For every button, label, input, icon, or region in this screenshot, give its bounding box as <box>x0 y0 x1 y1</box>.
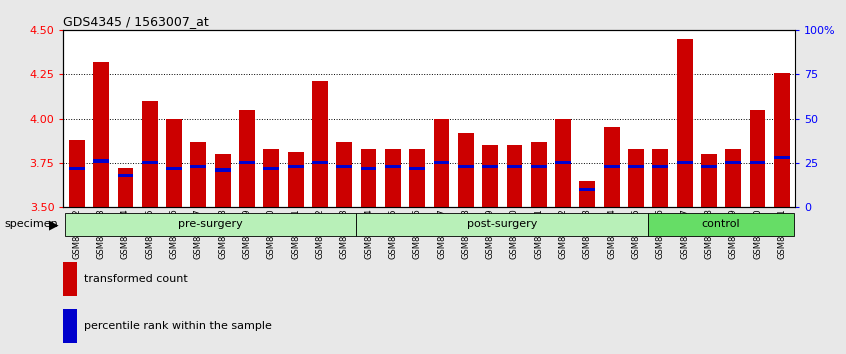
Text: post-surgery: post-surgery <box>467 219 537 229</box>
Bar <box>409 166 425 170</box>
Bar <box>93 160 109 163</box>
FancyBboxPatch shape <box>648 213 794 236</box>
Bar <box>652 165 668 168</box>
Bar <box>142 161 157 164</box>
Bar <box>93 62 109 207</box>
Bar <box>263 166 279 170</box>
Bar <box>750 110 766 207</box>
Bar <box>360 149 376 207</box>
Bar <box>337 165 352 168</box>
Bar <box>725 161 741 164</box>
Bar <box>701 154 717 207</box>
Text: specimen: specimen <box>4 219 58 229</box>
Bar <box>434 161 449 164</box>
Bar <box>628 165 644 168</box>
Bar <box>337 142 352 207</box>
Bar <box>604 127 619 207</box>
Bar <box>725 149 741 207</box>
Text: ▶: ▶ <box>49 218 58 231</box>
Bar <box>166 119 182 207</box>
Bar <box>750 161 766 164</box>
Bar <box>677 39 693 207</box>
Bar <box>652 149 668 207</box>
Bar <box>215 154 231 207</box>
Bar <box>312 81 328 207</box>
Bar <box>458 133 474 207</box>
Bar <box>360 166 376 170</box>
Bar <box>385 165 401 168</box>
Bar <box>239 110 255 207</box>
Bar <box>774 156 790 159</box>
Bar <box>190 142 206 207</box>
Bar <box>555 161 571 164</box>
Bar <box>69 166 85 170</box>
Bar <box>482 165 498 168</box>
Bar <box>530 142 547 207</box>
Bar <box>507 165 522 168</box>
Bar <box>63 309 76 343</box>
Bar <box>385 149 401 207</box>
Bar <box>118 174 134 177</box>
Text: percentile rank within the sample: percentile rank within the sample <box>84 321 272 331</box>
Bar <box>118 168 134 207</box>
Bar <box>263 149 279 207</box>
Bar <box>69 140 85 207</box>
Bar <box>580 188 596 191</box>
Bar <box>580 181 596 207</box>
Bar <box>434 119 449 207</box>
Bar <box>142 101 157 207</box>
Bar <box>190 165 206 168</box>
Bar <box>312 161 328 164</box>
Bar <box>409 149 425 207</box>
Bar <box>239 161 255 164</box>
Text: transformed count: transformed count <box>84 274 188 284</box>
Bar <box>288 165 304 168</box>
Bar <box>482 145 498 207</box>
FancyBboxPatch shape <box>64 213 356 236</box>
Bar <box>288 152 304 207</box>
Bar <box>677 161 693 164</box>
Bar <box>530 165 547 168</box>
FancyBboxPatch shape <box>356 213 648 236</box>
Bar <box>774 73 790 207</box>
Bar <box>63 262 76 296</box>
Bar <box>604 165 619 168</box>
Bar <box>555 119 571 207</box>
Bar <box>458 165 474 168</box>
Text: GDS4345 / 1563007_at: GDS4345 / 1563007_at <box>63 15 209 28</box>
Bar <box>166 166 182 170</box>
Text: pre-surgery: pre-surgery <box>179 219 243 229</box>
Bar <box>628 149 644 207</box>
Bar <box>701 165 717 168</box>
Bar <box>507 145 522 207</box>
Bar <box>215 169 231 172</box>
Text: control: control <box>702 219 740 229</box>
